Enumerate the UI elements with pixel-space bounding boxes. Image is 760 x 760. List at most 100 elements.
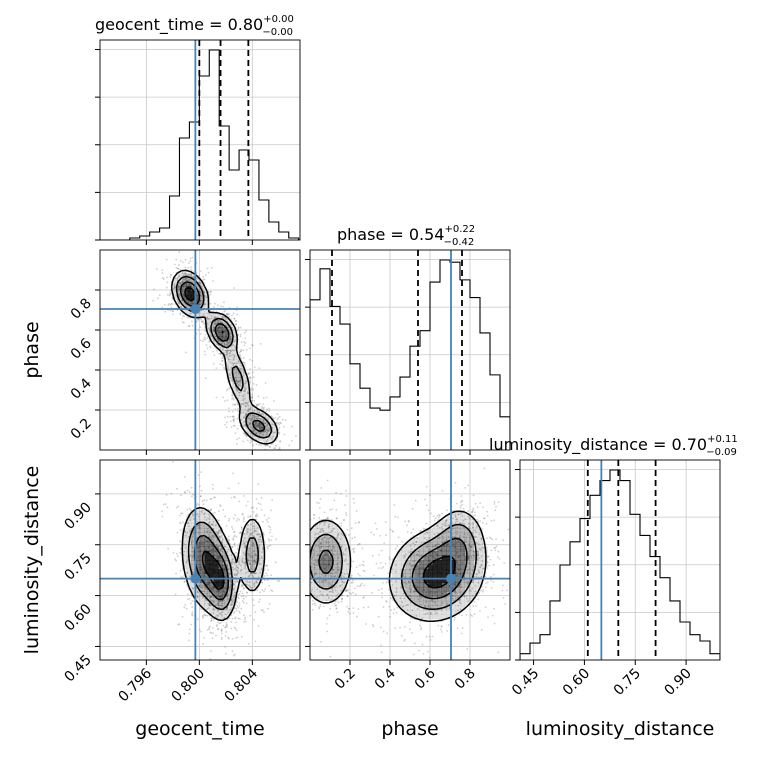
sample-point — [467, 580, 470, 583]
sample-point — [157, 297, 159, 300]
sample-point — [170, 492, 173, 495]
sample-point — [352, 591, 354, 594]
sample-point — [482, 546, 485, 549]
sample-point — [502, 539, 505, 541]
sample-point — [382, 565, 385, 568]
sample-point — [242, 374, 245, 377]
density-cell — [222, 336, 228, 342]
sample-point — [249, 422, 252, 425]
sample-point — [441, 528, 444, 531]
density-cell — [323, 591, 329, 597]
density-cell — [323, 560, 329, 565]
sample-point — [293, 555, 295, 557]
density-cell — [200, 541, 205, 547]
sample-point — [209, 332, 212, 335]
sample-point — [244, 380, 247, 383]
sample-point — [227, 593, 230, 596]
sample-point — [274, 447, 277, 450]
sample-point — [407, 603, 409, 606]
sample-point — [480, 549, 483, 551]
sample-point — [374, 522, 377, 525]
sample-point — [266, 429, 269, 432]
sample-point — [227, 313, 230, 316]
sample-point — [236, 636, 239, 639]
sample-point — [469, 562, 472, 564]
sample-point — [477, 520, 479, 523]
sample-point — [221, 341, 223, 343]
sample-point — [241, 584, 244, 586]
sample-point — [235, 387, 238, 390]
sample-point — [346, 572, 349, 575]
sample-point — [293, 558, 295, 560]
sample-point — [254, 611, 257, 614]
sample-point — [486, 510, 488, 513]
sample-point — [212, 306, 215, 308]
sample-point — [319, 531, 321, 533]
sample-point — [243, 542, 246, 545]
sample-point — [371, 591, 374, 594]
sample-point — [253, 583, 255, 586]
sample-point — [167, 547, 170, 550]
sample-point — [382, 606, 385, 608]
sample-point — [227, 388, 229, 391]
sample-point — [247, 552, 249, 555]
sample-point — [246, 402, 249, 405]
density-cell — [190, 564, 196, 570]
sample-point — [237, 384, 240, 386]
sample-point — [297, 616, 299, 618]
sample-point — [336, 534, 339, 537]
sample-point — [212, 520, 215, 523]
sample-point — [183, 542, 185, 545]
sample-point — [469, 567, 471, 570]
sample-point — [306, 583, 308, 585]
sample-point — [216, 544, 219, 547]
sample-point — [240, 527, 243, 529]
sample-point — [255, 421, 258, 423]
sample-point — [224, 556, 227, 559]
sample-point — [362, 606, 365, 609]
sample-point — [472, 494, 475, 497]
sample-point — [227, 369, 230, 371]
sample-point — [320, 573, 323, 576]
density-cell — [200, 313, 205, 319]
sample-point — [219, 529, 222, 532]
sample-point — [340, 522, 343, 525]
sample-point — [267, 545, 270, 548]
sample-point — [260, 557, 263, 560]
sample-point — [230, 554, 233, 556]
sample-point — [233, 495, 235, 498]
sample-point — [413, 642, 416, 645]
sample-point — [250, 572, 253, 575]
sample-point — [333, 553, 335, 556]
sample-point — [425, 485, 428, 488]
sample-point — [314, 604, 317, 607]
sample-point — [231, 378, 234, 381]
sample-point — [183, 550, 186, 553]
sample-point — [420, 617, 423, 620]
density-cell — [181, 560, 187, 565]
sample-point — [224, 316, 226, 319]
sample-point — [304, 560, 306, 562]
sample-point — [359, 584, 362, 587]
sample-point — [345, 495, 348, 497]
sample-point — [248, 368, 251, 370]
sample-point — [251, 396, 254, 399]
density-cell — [323, 596, 329, 602]
sample-point — [480, 589, 483, 592]
sample-point — [185, 561, 187, 564]
sample-point — [465, 536, 467, 539]
density-cell — [204, 600, 210, 606]
sample-point — [252, 376, 255, 379]
density-cell — [204, 510, 210, 515]
sample-point — [425, 522, 428, 525]
density-cell — [391, 587, 397, 593]
sample-point — [379, 561, 382, 564]
sample-point — [222, 508, 225, 511]
sample-point — [451, 535, 454, 538]
density-cell — [190, 528, 196, 534]
density-cell — [250, 582, 255, 588]
sample-point — [307, 526, 309, 528]
sample-point — [244, 389, 246, 392]
sample-point — [190, 540, 193, 543]
